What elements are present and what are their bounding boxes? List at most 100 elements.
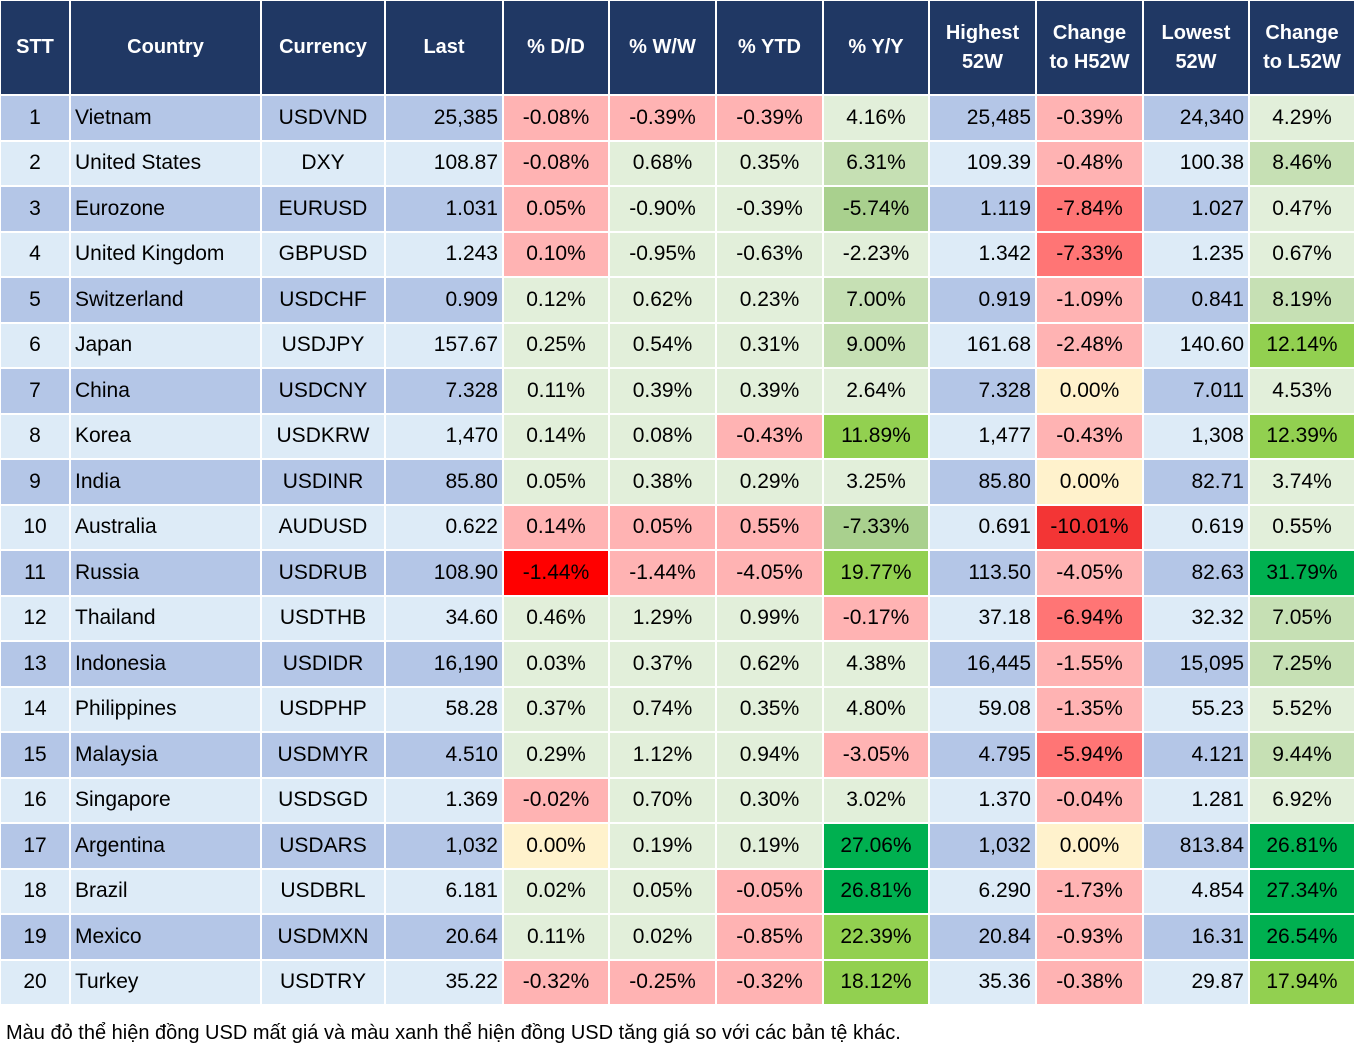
yy-cell: 9.00% [824,323,928,367]
yy-cell: 6.31% [824,141,928,185]
ww-cell: 0.62% [610,278,715,322]
lowest-52w-cell: 100.38 [1144,141,1248,185]
currency-cell: USDTRY [262,960,384,1004]
ww-cell: 0.38% [610,460,715,504]
table-row: 4 United Kingdom GBPUSD 1.243 0.10% -0.95% -0.… [1,232,1354,276]
country-cell: China [71,369,260,413]
table-row: 8 Korea USDKRW 1,470 0.14% 0.08% -0.43% 11.89% 1… [1,414,1354,458]
table-row: 1 Vietnam USDVND 25,385 -0.08% -0.39% -0.39% 4.… [1,96,1354,140]
last-cell: 20.64 [386,915,502,959]
lowest-52w-cell: 0.619 [1144,505,1248,549]
change-h52w-cell: -6.94% [1037,596,1142,640]
highest-52w-cell: 1,032 [930,824,1035,868]
country-cell: Singapore [71,778,260,822]
lowest-52w-cell: 1.281 [1144,778,1248,822]
highest-52w-cell: 85.80 [930,460,1035,504]
highest-52w-cell: 20.84 [930,915,1035,959]
currency-cell: USDCNY [262,369,384,413]
ww-cell: 0.39% [610,369,715,413]
currency-cell: USDCHF [262,278,384,322]
header-ww: % W/W [610,1,715,94]
yy-cell: -7.33% [824,505,928,549]
header-currency: Currency [262,1,384,94]
dd-cell: 0.03% [504,642,608,686]
currency-cell: AUDUSD [262,505,384,549]
stt-cell: 7 [1,369,69,413]
country-cell: Japan [71,323,260,367]
lowest-52w-cell: 16.31 [1144,915,1248,959]
ytd-cell: 0.62% [717,642,822,686]
header-change-h52w: Change to H52W [1037,1,1142,94]
lowest-52w-cell: 140.60 [1144,323,1248,367]
currency-cell: USDPHP [262,687,384,731]
yy-cell: 26.81% [824,869,928,913]
last-cell: 85.80 [386,460,502,504]
header-change-l52w: Change to L52W [1250,1,1354,94]
stt-cell: 12 [1,596,69,640]
stt-cell: 6 [1,323,69,367]
lowest-52w-cell: 1,308 [1144,414,1248,458]
stt-cell: 5 [1,278,69,322]
change-l52w-cell: 26.81% [1250,824,1354,868]
lowest-52w-cell: 1.235 [1144,232,1248,276]
lowest-52w-cell: 4.121 [1144,733,1248,777]
change-h52w-cell: -0.43% [1037,414,1142,458]
country-cell: Korea [71,414,260,458]
highest-52w-cell: 59.08 [930,687,1035,731]
currency-cell: USDIDR [262,642,384,686]
table-row: 14 Philippines USDPHP 58.28 0.37% 0.74% 0.35% 4… [1,687,1354,731]
dd-cell: 0.14% [504,505,608,549]
change-h52w-cell: 0.00% [1037,460,1142,504]
table-row: 9 India USDINR 85.80 0.05% 0.38% 0.29% 3.25% 85.… [1,460,1354,504]
ytd-cell: -0.32% [717,960,822,1004]
yy-cell: 2.64% [824,369,928,413]
change-l52w-cell: 8.46% [1250,141,1354,185]
last-cell: 1.031 [386,187,502,231]
ww-cell: 1.29% [610,596,715,640]
change-l52w-cell: 5.52% [1250,687,1354,731]
stt-cell: 14 [1,687,69,731]
ww-cell: -0.25% [610,960,715,1004]
ww-cell: 0.54% [610,323,715,367]
ytd-cell: 0.99% [717,596,822,640]
last-cell: 58.28 [386,687,502,731]
header-country: Country [71,1,260,94]
highest-52w-cell: 25,485 [930,96,1035,140]
ytd-cell: 0.29% [717,460,822,504]
highest-52w-cell: 0.691 [930,505,1035,549]
country-cell: Russia [71,551,260,595]
dd-cell: 0.05% [504,187,608,231]
last-cell: 35.22 [386,960,502,1004]
change-l52w-cell: 0.55% [1250,505,1354,549]
last-cell: 7.328 [386,369,502,413]
ytd-cell: 0.23% [717,278,822,322]
ww-cell: -1.44% [610,551,715,595]
stt-cell: 20 [1,960,69,1004]
table-row: 6 Japan USDJPY 157.67 0.25% 0.54% 0.31% 9.00% 16… [1,323,1354,367]
change-h52w-cell: -2.48% [1037,323,1142,367]
change-l52w-cell: 3.74% [1250,460,1354,504]
change-l52w-cell: 9.44% [1250,733,1354,777]
table-row: 10 Australia AUDUSD 0.622 0.14% 0.05% 0.55% -7.… [1,505,1354,549]
stt-cell: 16 [1,778,69,822]
lowest-52w-cell: 0.841 [1144,278,1248,322]
table-row: 13 Indonesia USDIDR 16,190 0.03% 0.37% 0.62% 4.… [1,642,1354,686]
change-h52w-cell: -4.05% [1037,551,1142,595]
header-yy: % Y/Y [824,1,928,94]
stt-cell: 18 [1,869,69,913]
dd-cell: 0.10% [504,232,608,276]
ww-cell: 0.02% [610,915,715,959]
fx-table: STT Country Currency Last % D/D % W/W % … [1,1,1354,1004]
yy-cell: -5.74% [824,187,928,231]
ytd-cell: 0.31% [717,323,822,367]
change-h52w-cell: -0.48% [1037,141,1142,185]
lowest-52w-cell: 813.84 [1144,824,1248,868]
country-cell: United Kingdom [71,232,260,276]
header-lowest-52w: Lowest 52W [1144,1,1248,94]
currency-cell: USDJPY [262,323,384,367]
stt-cell: 9 [1,460,69,504]
highest-52w-cell: 1.342 [930,232,1035,276]
stt-cell: 17 [1,824,69,868]
ytd-cell: -0.63% [717,232,822,276]
table-row: 12 Thailand USDTHB 34.60 0.46% 1.29% 0.99% -0.1… [1,596,1354,640]
